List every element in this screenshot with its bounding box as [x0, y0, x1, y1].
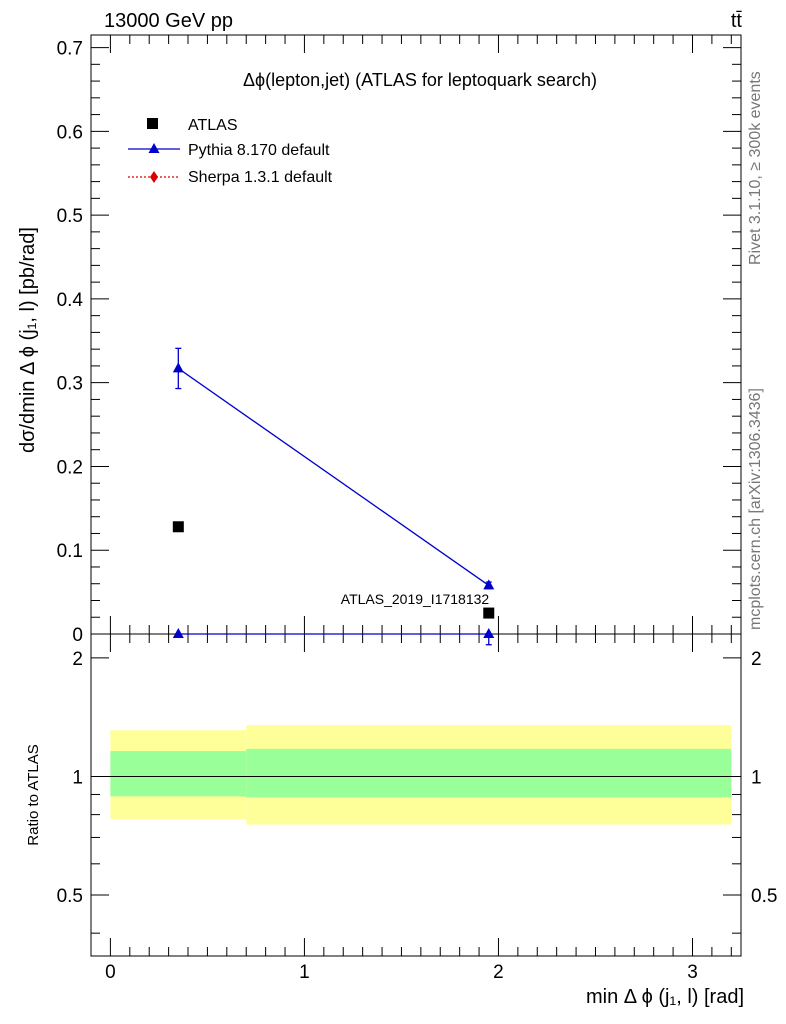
ratio-y-axis-label: Ratio to ATLAS [25, 744, 42, 845]
y-tick-label: 0.7 [57, 39, 83, 60]
atlas-data-point [172, 521, 184, 533]
legend-sherpa-marker [150, 171, 158, 183]
pythia-data-point [483, 579, 495, 590]
inner-band-1 [246, 748, 732, 798]
chart-title: Δϕ(lepton,jet) (ATLAS for leptoquark sea… [243, 70, 597, 90]
rivet-version-label: Rivet 3.1.10, ≥ 300k events [747, 71, 764, 265]
x-tick-label: 3 [687, 962, 698, 983]
energy-label: 13000 GeV pp [104, 10, 233, 32]
ratio-y-tick-label-right: 1 [751, 767, 762, 788]
y-tick-label: 0.6 [57, 122, 83, 143]
pythia-ratio-point [483, 628, 495, 638]
legend-pythia-marker [148, 143, 160, 153]
mcplots-label: mcplots.cern.ch [arXiv:1306.3436] [747, 388, 764, 630]
pythia-data-point [172, 362, 184, 373]
y-tick-label: 0.4 [57, 290, 84, 311]
ratio-y-tick-label-right: 0.5 [751, 886, 777, 907]
legend-atlas-marker [147, 118, 158, 129]
x-tick-label: 1 [299, 962, 310, 983]
ratio-y-tick-label-right: 2 [751, 649, 762, 670]
ratio-y-tick-label: 1 [72, 767, 83, 788]
y-tick-label: 0.5 [57, 206, 83, 227]
process-label: tt̄ [731, 10, 743, 32]
legend: ATLAS Pythia 8.170 default Sherpa 1.3.1 … [128, 117, 333, 186]
data-marks [172, 347, 495, 646]
atlas-data-point [483, 607, 495, 619]
uncertainty-bands [110, 725, 732, 825]
ratio-y-tick-label: 2 [72, 649, 83, 670]
ratio-y-tick-label: 0.5 [57, 886, 83, 907]
axis-ticks: 0 0.1 0.2 0.3 0.4 0.5 0.6 0.7 0 1 2 3 0.5 0.5 1 1 2 2 [57, 35, 777, 983]
y-tick-label: 0.2 [57, 457, 83, 478]
legend-sherpa-label: Sherpa 1.3.1 default [188, 169, 333, 186]
y-axis-label: dσ/dmin Δ ϕ (j₁, l) [pb/rad] [17, 227, 39, 453]
inner-band-0 [110, 751, 247, 797]
pythia-ratio-point [172, 628, 184, 638]
y-tick-label: 0 [72, 625, 83, 646]
y-tick-label: 0.3 [57, 374, 83, 395]
x-tick-label: 0 [105, 962, 116, 983]
pythia-line [177, 367, 490, 586]
y-tick-label: 0.1 [57, 541, 83, 562]
analysis-watermark: ATLAS_2019_I1718132 [341, 591, 490, 607]
x-tick-label: 2 [493, 962, 504, 983]
x-axis-label: min Δ ϕ (j₁, l) [rad] [586, 986, 744, 1008]
legend-pythia-label: Pythia 8.170 default [188, 142, 330, 159]
legend-atlas-label: ATLAS [188, 117, 238, 134]
